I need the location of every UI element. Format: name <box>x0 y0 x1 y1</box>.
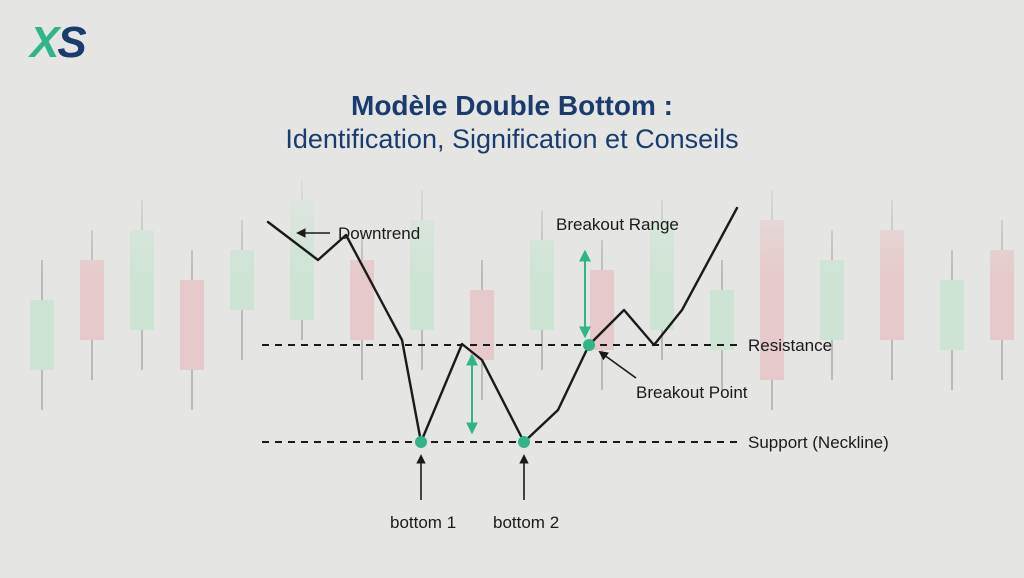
label-bottom1: bottom 1 <box>390 513 456 532</box>
infographic-canvas: XS Modèle Double Bottom : Identification… <box>0 0 1024 578</box>
label-breakout-point: Breakout Point <box>636 383 748 402</box>
breakout-point-arrow <box>600 352 636 378</box>
label-resistance: Resistance <box>748 336 832 355</box>
label-bottom2: bottom 2 <box>493 513 559 532</box>
pattern-diagram: Downtrend Breakout Range Resistance Brea… <box>0 0 1024 578</box>
label-support: Support (Neckline) <box>748 433 889 452</box>
label-downtrend: Downtrend <box>338 224 420 243</box>
price-polyline <box>268 208 737 442</box>
label-breakout-range: Breakout Range <box>556 215 679 234</box>
